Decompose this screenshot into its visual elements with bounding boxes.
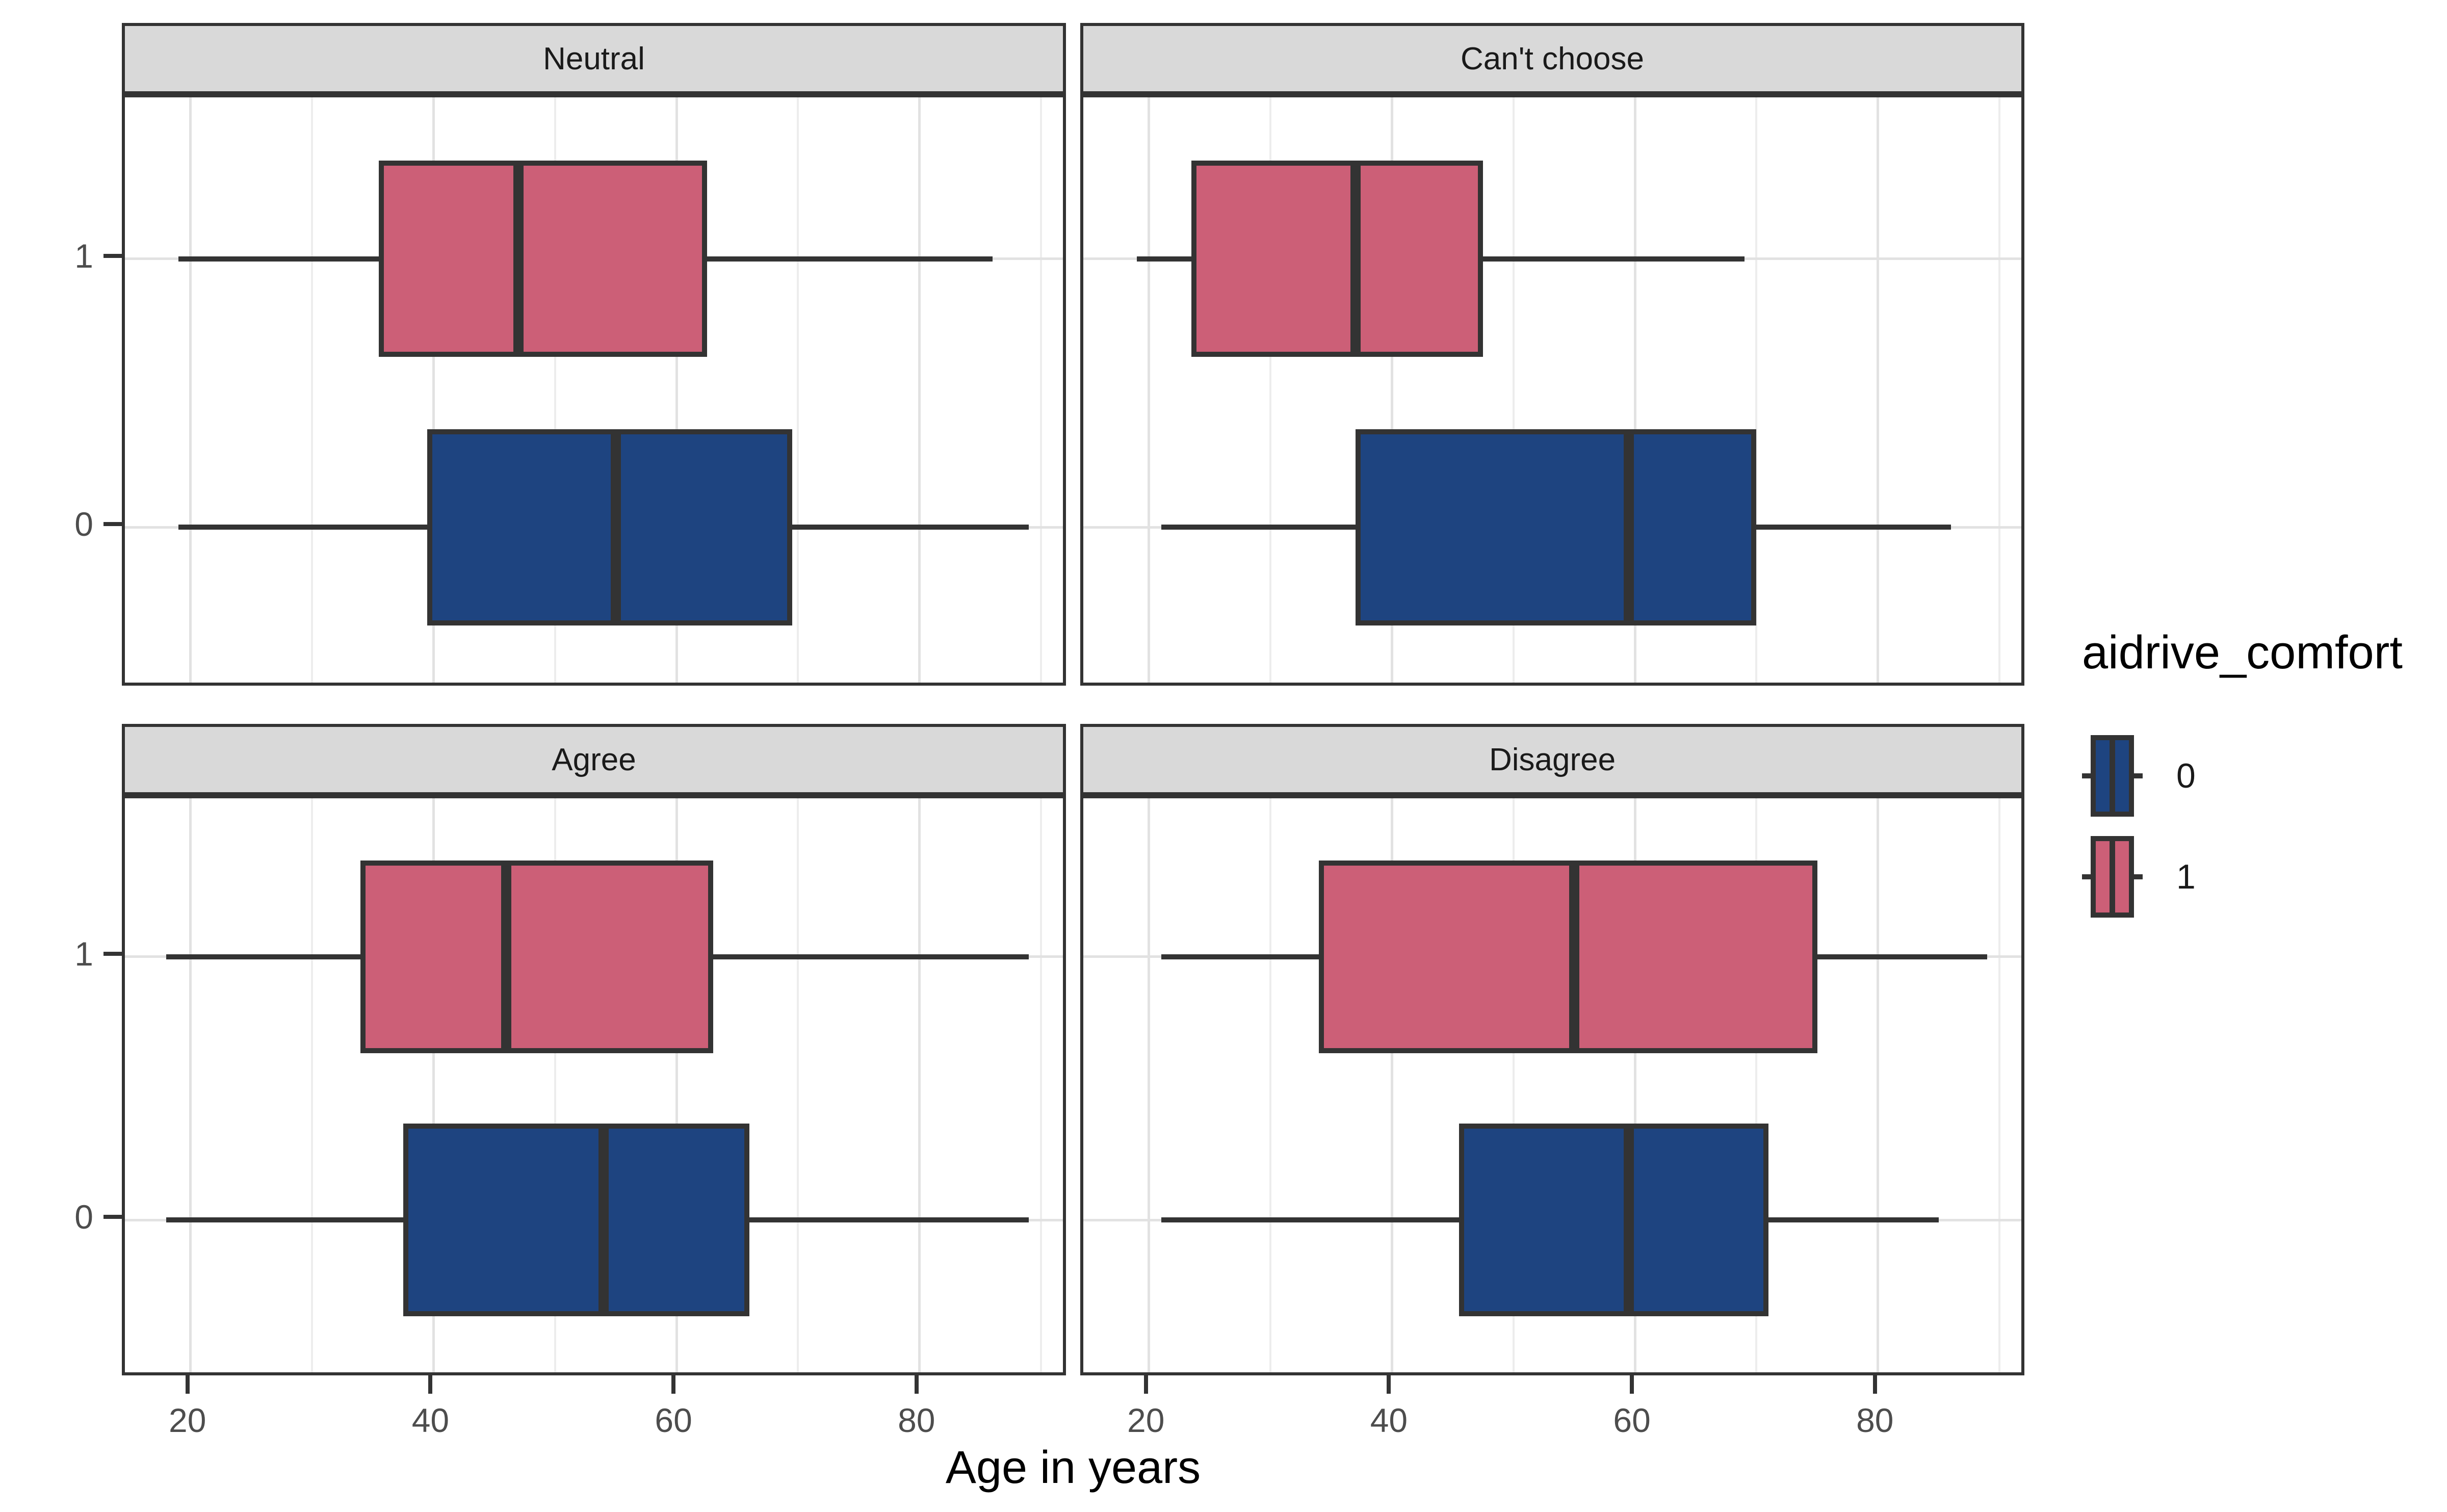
gridline-vertical-minor <box>1755 798 1758 1372</box>
boxplot-box <box>403 1124 750 1317</box>
gridline-vertical-major <box>189 97 192 683</box>
boxplot-box <box>1459 1124 1769 1317</box>
legend-key-boxplot-glyph <box>2082 735 2143 817</box>
x-axis-title: Age in years <box>945 1442 1201 1493</box>
gridline-vertical-major <box>1390 798 1393 1372</box>
y-axis-tick <box>103 1215 122 1219</box>
boxplot-box <box>427 429 792 625</box>
gridline-vertical-major <box>1148 798 1151 1372</box>
gridline-vertical-major <box>1877 798 1880 1372</box>
gridline-vertical-minor <box>311 798 314 1372</box>
facet-strip: Can't choose <box>1080 23 2024 94</box>
x-axis-tick <box>1143 1375 1148 1394</box>
facet-strip-label: Neutral <box>543 41 645 76</box>
x-axis-tick <box>1387 1375 1391 1394</box>
facet-panel <box>1080 795 2024 1375</box>
legend-key-boxplot-glyph <box>2082 836 2143 918</box>
x-axis-tick-label: 40 <box>1370 1401 1408 1439</box>
boxplot-median-line <box>1624 1129 1634 1312</box>
gridline-vertical-major <box>189 798 192 1372</box>
facet-panel <box>122 795 1066 1375</box>
boxplot-box <box>379 161 707 357</box>
x-axis-tick <box>1630 1375 1634 1394</box>
x-axis-tick <box>428 1375 433 1394</box>
gridline-vertical-major <box>1633 97 1636 683</box>
legend-entry-label: 0 <box>2176 757 2196 795</box>
gridline-vertical-minor <box>1998 97 2001 683</box>
gridline-vertical-major <box>675 798 678 1372</box>
gridline-vertical-minor <box>554 97 556 683</box>
boxplot-box <box>1355 429 1757 625</box>
facet-panel <box>122 94 1066 686</box>
gridline-vertical-minor <box>1269 97 1272 683</box>
facet-strip: Disagree <box>1080 724 2024 795</box>
facet-strip-label: Can't choose <box>1461 41 1644 76</box>
facet-strip-label: Agree <box>552 742 636 777</box>
gridline-vertical-major <box>675 97 678 683</box>
gridline-vertical-major <box>1633 798 1636 1372</box>
boxplot-median-line <box>1569 865 1579 1048</box>
gridline-vertical-minor <box>1755 97 1758 683</box>
gridline-vertical-minor <box>1269 798 1272 1372</box>
y-axis-tick <box>103 951 122 956</box>
x-axis-tick <box>914 1375 919 1394</box>
gridline-vertical-major <box>432 97 435 683</box>
boxplot-median-line <box>598 1129 609 1312</box>
facet-strip: Agree <box>122 724 1066 795</box>
x-axis-tick-label: 60 <box>1613 1401 1651 1439</box>
gridline-vertical-minor <box>554 798 556 1372</box>
gridline-vertical-minor <box>1040 798 1043 1372</box>
boxplot-median-line <box>1624 434 1634 620</box>
facet-strip-label: Disagree <box>1489 742 1616 777</box>
y-axis-tick-label: 1 <box>74 934 93 973</box>
legend-entry: 0 <box>2082 735 2286 817</box>
boxplot-median-line <box>610 434 621 620</box>
legend-entry-label: 1 <box>2176 857 2196 896</box>
x-axis-tick-label: 20 <box>1127 1401 1165 1439</box>
gridline-vertical-major <box>1877 97 1880 683</box>
x-axis-tick <box>185 1375 190 1394</box>
boxplot-median-line <box>501 865 512 1048</box>
x-axis-tick <box>671 1375 676 1394</box>
x-axis-tick-label: 80 <box>898 1401 935 1439</box>
gridline-vertical-minor <box>311 97 314 683</box>
gridline-vertical-minor <box>797 97 799 683</box>
gridline-vertical-major <box>1148 97 1151 683</box>
gridline-vertical-minor <box>1512 97 1515 683</box>
facet-strip: Neutral <box>122 23 1066 94</box>
boxplot-median-line <box>1350 166 1361 352</box>
y-axis-tick <box>103 253 122 258</box>
gridline-vertical-major <box>918 798 921 1372</box>
legend-title: aidrive_comfort <box>2082 627 2403 679</box>
gridline-vertical-major <box>432 798 435 1372</box>
x-axis-tick <box>1872 1375 1877 1394</box>
gridline-vertical-minor <box>797 798 799 1372</box>
legend-entry: 1 <box>2082 836 2286 918</box>
gridline-vertical-minor <box>1040 97 1043 683</box>
gridline-vertical-major <box>918 97 921 683</box>
gridline-vertical-minor <box>1998 798 2001 1372</box>
boxplot-box <box>1319 860 1817 1053</box>
y-axis-tick <box>103 522 122 527</box>
facet-panel <box>1080 94 2024 686</box>
gridline-vertical-minor <box>1512 798 1515 1372</box>
y-axis-tick-label: 0 <box>74 1198 93 1236</box>
gridline-vertical-major <box>1390 97 1393 683</box>
x-axis-tick-label: 80 <box>1856 1401 1894 1439</box>
boxplot-box <box>1191 161 1483 357</box>
boxplot-median-line <box>513 166 524 352</box>
x-axis-tick-label: 40 <box>411 1401 450 1439</box>
x-axis-tick-label: 60 <box>655 1401 692 1439</box>
y-axis-tick-label: 0 <box>74 505 93 543</box>
x-axis-tick-label: 20 <box>168 1401 206 1439</box>
legend-key-median-line <box>2110 840 2115 914</box>
legend-key-median-line <box>2110 739 2115 813</box>
boxplot-box <box>360 860 713 1053</box>
y-axis-tick-label: 1 <box>74 237 93 275</box>
